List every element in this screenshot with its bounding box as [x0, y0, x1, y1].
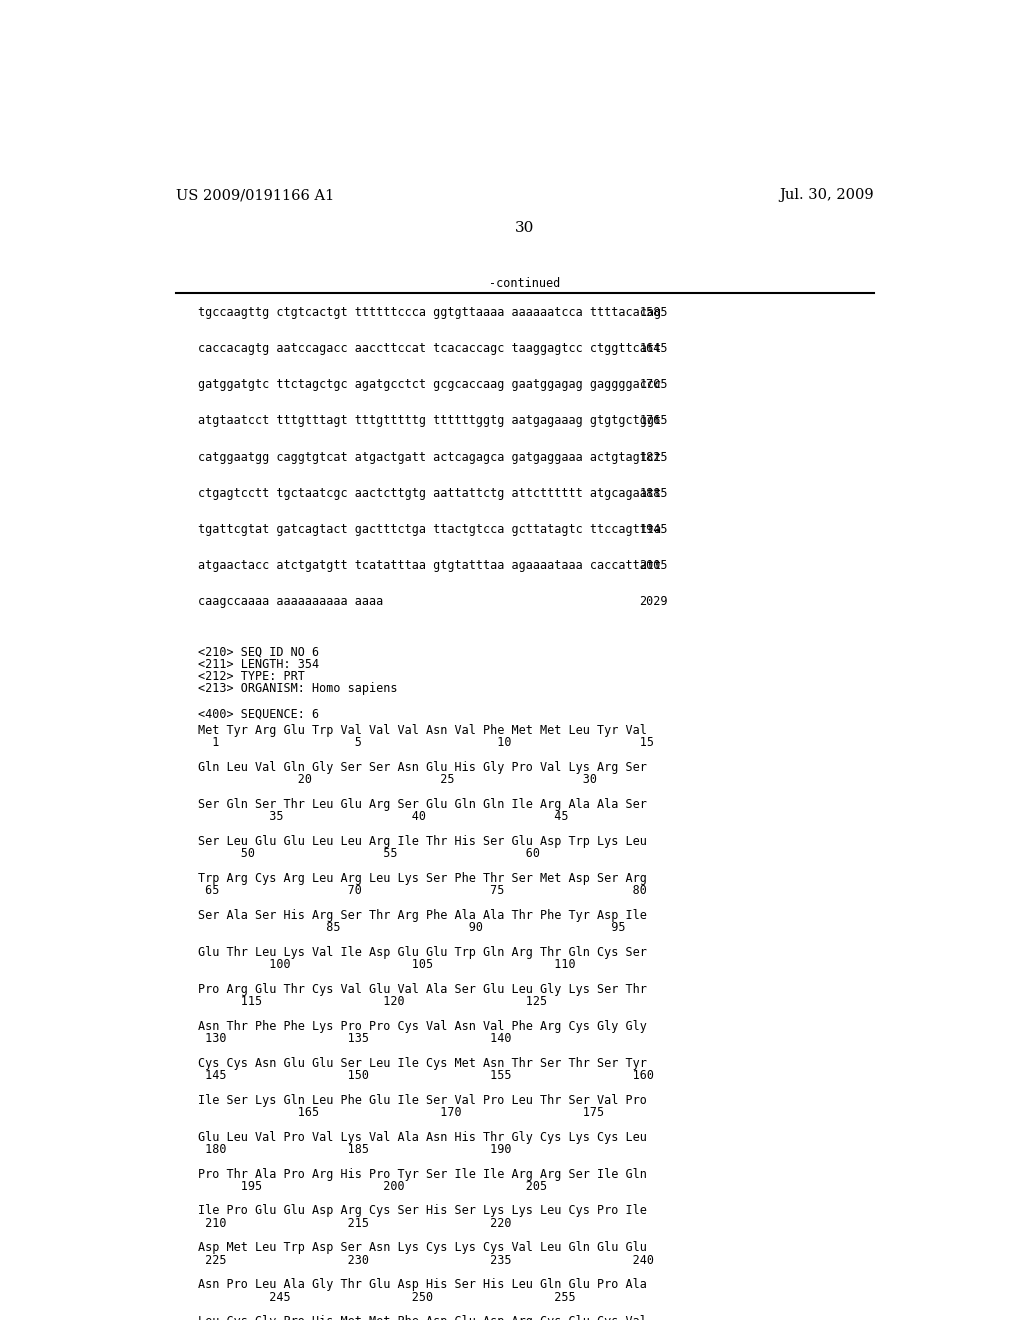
- Text: caagccaaaa aaaaaaaaaa aaaa: caagccaaaa aaaaaaaaaa aaaa: [198, 595, 383, 609]
- Text: ctgagtcctt tgctaatcgc aactcttgtg aattattctg attctttttt atgcagaatt: ctgagtcctt tgctaatcgc aactcttgtg aattatt…: [198, 487, 660, 500]
- Text: 195                 200                 205: 195 200 205: [198, 1180, 547, 1193]
- Text: US 2009/0191166 A1: US 2009/0191166 A1: [176, 189, 334, 202]
- Text: 1                   5                   10                  15: 1 5 10 15: [198, 737, 653, 750]
- Text: <213> ORGANISM: Homo sapiens: <213> ORGANISM: Homo sapiens: [198, 682, 397, 696]
- Text: 1645: 1645: [640, 342, 668, 355]
- Text: 100                 105                 110: 100 105 110: [198, 958, 575, 972]
- Text: 20                  25                  30: 20 25 30: [198, 774, 597, 787]
- Text: 85                  90                  95: 85 90 95: [198, 921, 626, 935]
- Text: atgtaatcct tttgtttagt tttgtttttg ttttttggtg aatgagaaag gtgtgctggt: atgtaatcct tttgtttagt tttgtttttg ttttttg…: [198, 414, 660, 428]
- Text: 1945: 1945: [640, 523, 668, 536]
- Text: Trp Arg Cys Arg Leu Arg Leu Lys Ser Phe Thr Ser Met Asp Ser Arg: Trp Arg Cys Arg Leu Arg Leu Lys Ser Phe …: [198, 871, 646, 884]
- Text: Asn Pro Leu Ala Gly Thr Glu Asp His Ser His Leu Gln Glu Pro Ala: Asn Pro Leu Ala Gly Thr Glu Asp His Ser …: [198, 1278, 646, 1291]
- Text: 2029: 2029: [640, 595, 668, 609]
- Text: <210> SEQ ID NO 6: <210> SEQ ID NO 6: [198, 645, 318, 659]
- Text: <212> TYPE: PRT: <212> TYPE: PRT: [198, 671, 304, 684]
- Text: tgattcgtat gatcagtact gactttctga ttactgtcca gcttatagtc ttccagttta: tgattcgtat gatcagtact gactttctga ttactgt…: [198, 523, 660, 536]
- Text: Ile Ser Lys Gln Leu Phe Glu Ile Ser Val Pro Leu Thr Ser Val Pro: Ile Ser Lys Gln Leu Phe Glu Ile Ser Val …: [198, 1093, 646, 1106]
- Text: 245                 250                 255: 245 250 255: [198, 1291, 575, 1304]
- Text: Glu Thr Leu Lys Val Ile Asp Glu Glu Trp Gln Arg Thr Gln Cys Ser: Glu Thr Leu Lys Val Ile Asp Glu Glu Trp …: [198, 945, 646, 958]
- Text: 1705: 1705: [640, 379, 668, 391]
- Text: 145                 150                 155                 160: 145 150 155 160: [198, 1069, 653, 1082]
- Text: 50                  55                  60: 50 55 60: [198, 847, 540, 861]
- Text: Pro Thr Ala Pro Arg His Pro Tyr Ser Ile Ile Arg Arg Ser Ile Gln: Pro Thr Ala Pro Arg His Pro Tyr Ser Ile …: [198, 1167, 646, 1180]
- Text: tgccaagttg ctgtcactgt ttttttccca ggtgttaaaa aaaaaatcca ttttacacag: tgccaagttg ctgtcactgt ttttttccca ggtgtta…: [198, 306, 660, 319]
- Text: Cys Cys Asn Glu Glu Ser Leu Ile Cys Met Asn Thr Ser Thr Ser Tyr: Cys Cys Asn Glu Glu Ser Leu Ile Cys Met …: [198, 1056, 646, 1069]
- Text: Met Tyr Arg Glu Trp Val Val Val Asn Val Phe Met Met Leu Tyr Val: Met Tyr Arg Glu Trp Val Val Val Asn Val …: [198, 723, 646, 737]
- Text: -continued: -continued: [489, 277, 560, 290]
- Text: <211> LENGTH: 354: <211> LENGTH: 354: [198, 657, 318, 671]
- Text: gatggatgtc ttctagctgc agatgcctct gcgcaccaag gaatggagag gaggggaccc: gatggatgtc ttctagctgc agatgcctct gcgcacc…: [198, 379, 660, 391]
- Text: atgaactacc atctgatgtt tcatatttaa gtgtatttaa agaaaataaa caccattatt: atgaactacc atctgatgtt tcatatttaa gtgtatt…: [198, 560, 660, 573]
- Text: Asn Thr Phe Phe Lys Pro Pro Cys Val Asn Val Phe Arg Cys Gly Gly: Asn Thr Phe Phe Lys Pro Pro Cys Val Asn …: [198, 1019, 646, 1032]
- Text: 1825: 1825: [640, 450, 668, 463]
- Text: Gln Leu Val Gln Gly Ser Ser Asn Glu His Gly Pro Val Lys Arg Ser: Gln Leu Val Gln Gly Ser Ser Asn Glu His …: [198, 760, 646, 774]
- Text: caccacagtg aatccagacc aaccttccat tcacaccagc taaggagtcc ctggttcatt: caccacagtg aatccagacc aaccttccat tcacacc…: [198, 342, 660, 355]
- Text: 65                  70                  75                  80: 65 70 75 80: [198, 884, 646, 898]
- Text: 35                  40                  45: 35 40 45: [198, 810, 568, 824]
- Text: Pro Arg Glu Thr Cys Val Glu Val Ala Ser Glu Leu Gly Lys Ser Thr: Pro Arg Glu Thr Cys Val Glu Val Ala Ser …: [198, 982, 646, 995]
- Text: 2005: 2005: [640, 560, 668, 573]
- Text: Ser Ala Ser His Arg Ser Thr Arg Phe Ala Ala Thr Phe Tyr Asp Ile: Ser Ala Ser His Arg Ser Thr Arg Phe Ala …: [198, 908, 646, 921]
- Text: 1885: 1885: [640, 487, 668, 500]
- Text: <400> SEQUENCE: 6: <400> SEQUENCE: 6: [198, 708, 318, 721]
- Text: catggaatgg caggtgtcat atgactgatt actcagagca gatgaggaaa actgtagtct: catggaatgg caggtgtcat atgactgatt actcaga…: [198, 450, 660, 463]
- Text: 130                 135                 140: 130 135 140: [198, 1032, 511, 1045]
- Text: 225                 230                 235                 240: 225 230 235 240: [198, 1254, 653, 1267]
- Text: 165                 170                 175: 165 170 175: [198, 1106, 604, 1119]
- Text: Ser Leu Glu Glu Leu Leu Arg Ile Thr His Ser Glu Asp Trp Lys Leu: Ser Leu Glu Glu Leu Leu Arg Ile Thr His …: [198, 834, 646, 847]
- Text: 30: 30: [515, 220, 535, 235]
- Text: Jul. 30, 2009: Jul. 30, 2009: [779, 189, 873, 202]
- Text: 115                 120                 125: 115 120 125: [198, 995, 547, 1008]
- Text: Ile Pro Glu Glu Asp Arg Cys Ser His Ser Lys Lys Leu Cys Pro Ile: Ile Pro Glu Glu Asp Arg Cys Ser His Ser …: [198, 1204, 646, 1217]
- Text: Asp Met Leu Trp Asp Ser Asn Lys Cys Lys Cys Val Leu Gln Glu Glu: Asp Met Leu Trp Asp Ser Asn Lys Cys Lys …: [198, 1241, 646, 1254]
- Text: Ser Gln Ser Thr Leu Glu Arg Ser Glu Gln Gln Ile Arg Ala Ala Ser: Ser Gln Ser Thr Leu Glu Arg Ser Glu Gln …: [198, 797, 646, 810]
- Text: 210                 215                 220: 210 215 220: [198, 1217, 511, 1230]
- Text: Glu Leu Val Pro Val Lys Val Ala Asn His Thr Gly Cys Lys Cys Leu: Glu Leu Val Pro Val Lys Val Ala Asn His …: [198, 1130, 646, 1143]
- Text: 1765: 1765: [640, 414, 668, 428]
- Text: 1585: 1585: [640, 306, 668, 319]
- Text: 180                 185                 190: 180 185 190: [198, 1143, 511, 1156]
- Text: Leu Cys Gly Pro His Met Met Phe Asp Glu Asp Arg Cys Glu Cys Val: Leu Cys Gly Pro His Met Met Phe Asp Glu …: [198, 1315, 646, 1320]
